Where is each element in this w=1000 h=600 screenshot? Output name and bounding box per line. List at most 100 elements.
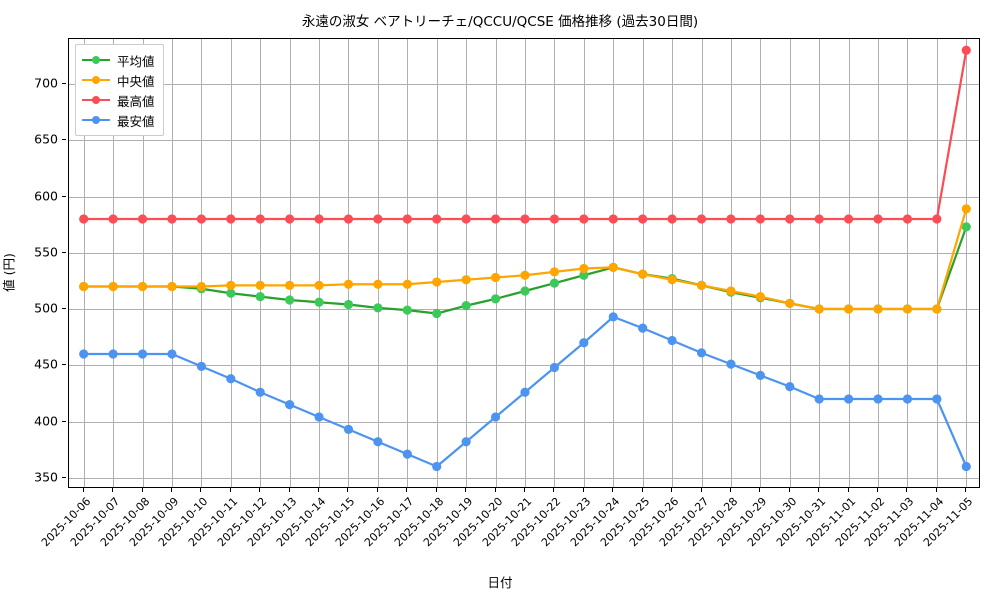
x-axis-tick-mark bbox=[818, 488, 819, 492]
data-point bbox=[608, 312, 618, 322]
data-point bbox=[520, 286, 530, 296]
gridline-vertical bbox=[907, 39, 908, 487]
x-axis-tick-mark bbox=[200, 488, 201, 492]
x-axis-tick-mark bbox=[877, 488, 878, 492]
data-point bbox=[226, 214, 236, 224]
data-point bbox=[461, 214, 471, 224]
legend-item-4[interactable]: 最安値 bbox=[82, 110, 155, 130]
data-point bbox=[79, 349, 89, 359]
data-point bbox=[461, 275, 471, 285]
x-axis-tick-mark bbox=[495, 488, 496, 492]
y-axis-tick-label: 500 bbox=[34, 300, 58, 316]
data-point bbox=[755, 370, 765, 380]
series-lines bbox=[79, 45, 971, 472]
y-axis-tick-label: 650 bbox=[34, 131, 58, 147]
x-axis-tick-mark bbox=[612, 488, 613, 492]
x-axis-tick-mark bbox=[553, 488, 554, 492]
data-point bbox=[667, 214, 677, 224]
gridline-vertical bbox=[819, 39, 820, 487]
gridline-horizontal bbox=[69, 365, 979, 367]
legend-label: 最高値 bbox=[117, 93, 155, 109]
data-point bbox=[579, 214, 589, 224]
data-point bbox=[902, 304, 913, 314]
gridline-horizontal bbox=[69, 309, 979, 310]
data-point bbox=[432, 214, 442, 224]
gridline-vertical bbox=[231, 39, 232, 487]
y-axis-tick-mark bbox=[62, 83, 66, 84]
data-point bbox=[638, 269, 648, 279]
series-2 bbox=[79, 204, 971, 314]
legend-item-3[interactable]: 最高値 bbox=[82, 90, 155, 110]
legend-marker-icon bbox=[82, 94, 110, 106]
gridline-vertical bbox=[554, 39, 555, 487]
data-point bbox=[167, 281, 177, 292]
data-point bbox=[343, 214, 354, 224]
data-point bbox=[490, 294, 501, 304]
data-point bbox=[137, 281, 148, 292]
data-point bbox=[549, 267, 560, 277]
data-point bbox=[490, 412, 501, 422]
gridline-vertical bbox=[731, 39, 732, 487]
gridline-vertical bbox=[702, 39, 703, 487]
gridline-vertical bbox=[525, 39, 526, 487]
legend-item-2[interactable]: 中央値 bbox=[82, 70, 155, 90]
chart-legend: 平均値 中央値最高値 最安値 bbox=[75, 44, 164, 136]
data-point bbox=[167, 214, 177, 224]
x-axis-tick-mark bbox=[259, 488, 260, 492]
y-axis-tick-mark bbox=[62, 364, 66, 366]
y-axis-tick-mark bbox=[62, 308, 66, 309]
data-point bbox=[343, 279, 354, 289]
data-point bbox=[961, 45, 971, 55]
data-point bbox=[314, 280, 324, 290]
data-point bbox=[608, 262, 618, 272]
gridline-horizontal bbox=[69, 140, 979, 142]
x-axis-tick-mark bbox=[436, 488, 437, 492]
y-axis-tick-mark bbox=[62, 139, 66, 141]
y-axis-tick-label: 350 bbox=[34, 469, 58, 485]
x-axis-tick-marks bbox=[68, 488, 980, 494]
chart-title: 永遠の淑女 ベアトリーチェ/QCCU/QCSE 価格推移 (過去30日間) bbox=[301, 14, 699, 30]
data-point bbox=[579, 338, 589, 348]
x-axis-tick-mark bbox=[583, 488, 584, 492]
y-axis-tick-mark bbox=[62, 476, 66, 478]
data-point bbox=[373, 214, 383, 224]
data-point bbox=[314, 412, 324, 422]
data-point bbox=[932, 394, 942, 404]
x-axis-tick-mark bbox=[524, 488, 525, 492]
gridline-vertical bbox=[348, 39, 349, 487]
x-axis-tick-mark bbox=[789, 488, 790, 492]
data-point bbox=[79, 214, 89, 224]
gridline-vertical bbox=[790, 39, 791, 487]
data-point bbox=[402, 449, 412, 459]
series-4 bbox=[79, 312, 971, 472]
data-point bbox=[667, 275, 677, 285]
gridline-vertical bbox=[849, 39, 850, 487]
data-point bbox=[314, 297, 324, 307]
y-axis-tick-mark bbox=[62, 420, 66, 422]
legend-item-1[interactable]: 平均値 bbox=[82, 50, 155, 70]
y-axis-tick-label: 550 bbox=[34, 244, 58, 260]
data-point bbox=[726, 359, 736, 369]
gridline-vertical bbox=[84, 39, 85, 487]
gridline-vertical bbox=[878, 39, 879, 487]
y-axis-tick-label: 450 bbox=[34, 356, 58, 372]
y-axis-tick-labels: 350 400 450 500 550 600 650 700 bbox=[0, 38, 58, 488]
data-point bbox=[255, 292, 265, 302]
data-point bbox=[137, 214, 148, 224]
data-point bbox=[79, 281, 89, 292]
data-point bbox=[402, 279, 412, 289]
data-point bbox=[108, 349, 118, 359]
data-point bbox=[373, 437, 383, 447]
x-axis-tick-mark bbox=[465, 488, 466, 492]
gridline-horizontal bbox=[69, 252, 979, 254]
x-axis-tick-mark bbox=[759, 488, 760, 492]
gridline-vertical bbox=[672, 39, 673, 487]
data-point bbox=[873, 214, 883, 224]
data-point bbox=[490, 214, 501, 224]
gridline-horizontal bbox=[69, 196, 979, 198]
x-axis-tick-mark bbox=[171, 488, 172, 492]
data-point bbox=[226, 280, 236, 290]
x-axis-tick-mark bbox=[730, 488, 731, 492]
gridline-vertical bbox=[113, 39, 114, 487]
